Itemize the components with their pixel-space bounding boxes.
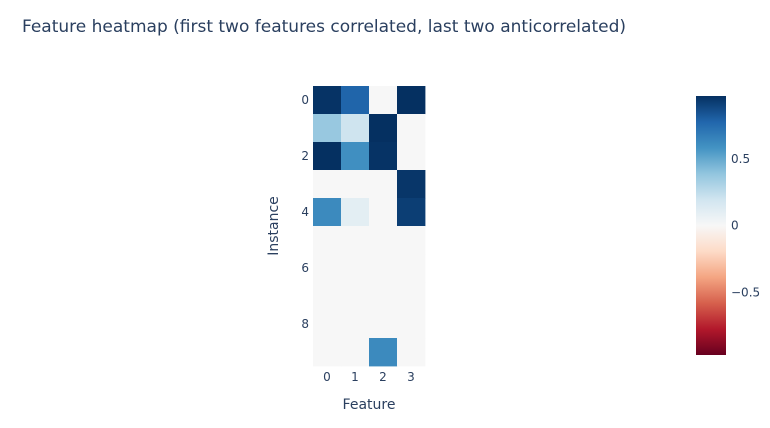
heatmap-cell (397, 142, 426, 171)
colorbar-tick-label: −0.5 (731, 285, 760, 299)
heatmap-cell (313, 114, 342, 143)
colorbar (696, 96, 726, 355)
heatmap-cell (397, 114, 426, 143)
x-tick-label: 3 (407, 370, 415, 384)
heatmap-cell (397, 198, 426, 227)
colorbar-tick-label: 0 (731, 219, 739, 233)
heatmap-cell (313, 142, 342, 171)
heatmap-cell (341, 226, 370, 255)
heatmap-cell (397, 170, 426, 199)
heatmap-cell (341, 310, 370, 339)
heatmap-cell (341, 114, 370, 143)
heatmap-cell (341, 142, 370, 171)
heatmap-cell (341, 282, 370, 311)
heatmap-cell (341, 86, 370, 115)
heatmap-cell (369, 282, 398, 311)
y-axis-title: Instance (266, 196, 282, 256)
heatmap-cell (369, 86, 398, 115)
heatmap-cell (313, 310, 342, 339)
y-tick-label: 8 (301, 317, 309, 331)
colorbar-tick-label: 0.5 (731, 152, 750, 166)
x-axis-title: Feature (343, 397, 396, 413)
heatmap-cell (369, 338, 398, 367)
y-tick-label: 6 (301, 261, 309, 275)
heatmap-cell (313, 282, 342, 311)
y-tick-label: 2 (301, 149, 309, 163)
heatmap-cell (369, 170, 398, 199)
heatmap-cell (313, 198, 342, 227)
x-tick-label: 1 (351, 370, 359, 384)
x-tick-label: 2 (379, 370, 387, 384)
heatmap-cell (341, 338, 370, 367)
heatmap-cell (341, 170, 370, 199)
heatmap-cell (397, 282, 426, 311)
heatmap-cell (369, 142, 398, 171)
heatmap-cells (313, 86, 426, 367)
heatmap-cell (397, 338, 426, 367)
heatmap-cell (341, 254, 370, 283)
heatmap-cell (397, 254, 426, 283)
heatmap-cell (313, 86, 342, 115)
heatmap-cell (313, 338, 342, 367)
heatmap-cell (369, 254, 398, 283)
heatmap-cell (369, 310, 398, 339)
heatmap-cell (341, 198, 370, 227)
x-tick-label: 0 (323, 370, 331, 384)
heatmap-cell (397, 226, 426, 255)
heatmap-cell (313, 170, 342, 199)
heatmap-cell (369, 114, 398, 143)
y-tick-label: 4 (301, 205, 309, 219)
chart-title: Feature heatmap (first two features corr… (22, 17, 626, 37)
heatmap-cell (313, 254, 342, 283)
y-axis-ticks: 0 2 4 6 8 (301, 93, 309, 331)
heatmap-cell (313, 226, 342, 255)
heatmap-cell (369, 226, 398, 255)
colorbar-ticks: 0.5 0 −0.5 (731, 152, 760, 300)
heatmap-cell (397, 310, 426, 339)
heatmap-cell (397, 86, 426, 115)
y-tick-label: 0 (301, 93, 309, 107)
x-axis-ticks: 0 1 2 3 (323, 370, 415, 384)
heatmap-cell (369, 198, 398, 227)
